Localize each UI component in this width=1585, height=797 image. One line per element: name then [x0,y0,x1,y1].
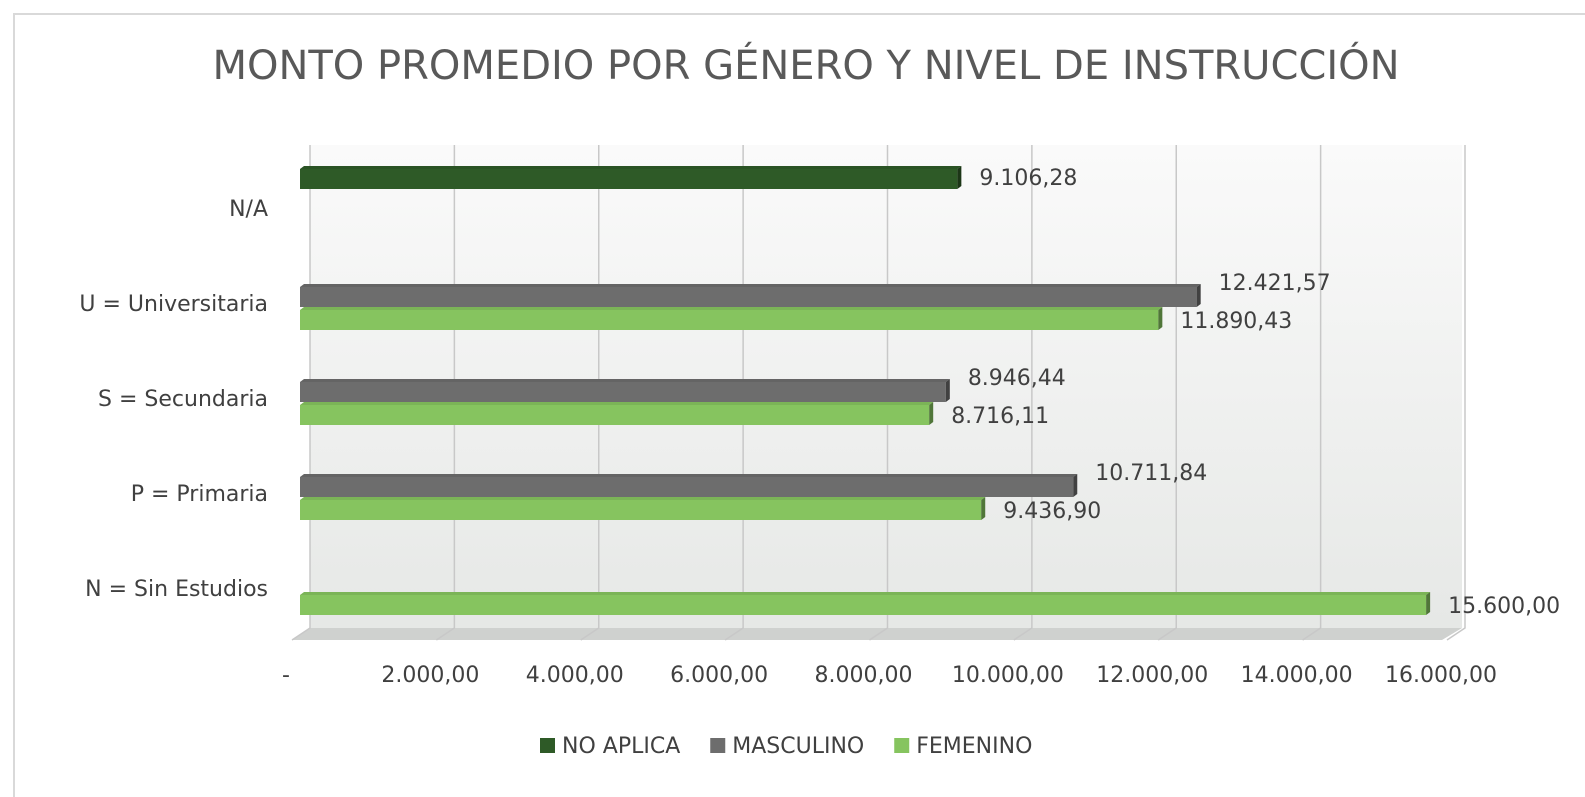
data-label: 8.716,11 [951,404,1049,429]
bar [300,405,930,425]
x-tick-label: 4.000,00 [526,663,624,688]
y-tick-label: N/A [229,197,268,222]
x-tick-label: 6.000,00 [670,663,768,688]
data-label: 9.436,90 [1003,499,1101,524]
legend-label: MASCULINO [732,734,864,759]
legend-swatch [710,738,726,753]
bar-end-face [1158,307,1163,330]
legend-label: NO APLICA [562,734,680,759]
x-tick-label: 2.000,00 [381,663,479,688]
bar-end-face [957,166,962,189]
x-tick-label: 14.000,00 [1241,663,1353,688]
bar [300,287,1197,307]
bar-top-face [300,474,1078,477]
bar-top-face [300,166,962,169]
chart-title: MONTO PROMEDIO POR GÉNERO Y NIVEL DE INS… [212,41,1399,89]
bar [300,310,1159,330]
y-tick-label: N = Sin Estudios [85,577,268,602]
bar [300,500,982,520]
x-tick-label: 10.000,00 [952,663,1064,688]
data-label: 8.946,44 [968,366,1066,391]
data-label: 11.890,43 [1180,309,1292,334]
plot-floor [292,628,1462,640]
y-tick-label: U = Universitaria [79,292,268,317]
bar-end-face [1073,474,1078,497]
legend-swatch [894,738,910,753]
bar-top-face [300,592,1431,595]
bar-end-face [945,379,950,402]
bar-top-face [300,497,986,500]
data-label: 9.106,28 [979,166,1077,191]
data-label: 15.600,00 [1448,594,1560,619]
legend-swatch [540,738,555,753]
x-tick-label: - [282,663,290,688]
data-label: 12.421,57 [1219,271,1331,296]
bar [300,595,1427,615]
y-tick-label: P = Primaria [131,482,268,507]
bar-top-face [300,307,1163,310]
x-tick-label: 8.000,00 [815,663,913,688]
legend-label: FEMENINO [916,734,1032,759]
bar [300,169,958,189]
bar [300,382,946,402]
grid-line [1302,145,1322,641]
grid-line [1446,145,1466,641]
bar-end-face [1426,592,1431,615]
bar-top-face [300,284,1201,287]
bar-top-face [300,379,950,382]
bar [300,477,1074,497]
x-tick-label: 12.000,00 [1096,663,1208,688]
x-tick-label: 16.000,00 [1385,663,1497,688]
bar-end-face [1196,284,1201,307]
data-label: 10.711,84 [1095,461,1207,486]
bar-end-face [981,497,986,520]
bar-top-face [300,402,934,405]
bar-end-face [929,402,934,425]
y-tick-label: S = Secundaria [98,387,268,412]
